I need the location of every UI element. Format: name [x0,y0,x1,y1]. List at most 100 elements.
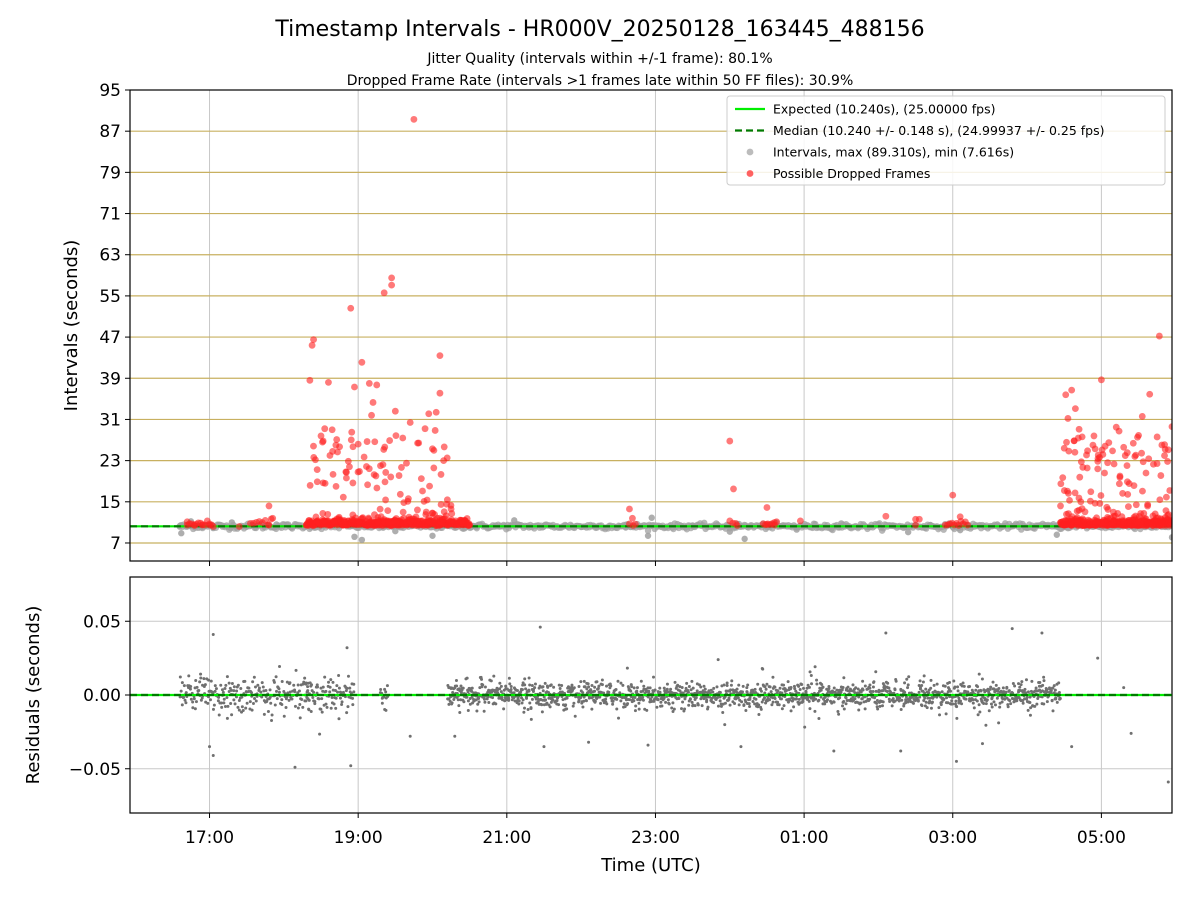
residual-point [286,691,290,695]
residual-point [466,699,470,703]
residual-point [468,702,472,706]
residual-point [920,704,924,708]
residual-point [821,685,825,689]
residual-point [582,679,586,683]
residual-point [593,689,597,693]
residual-point [1007,689,1011,693]
residual-point [786,680,790,684]
residual-point [903,690,907,694]
interval-point [648,514,655,521]
dropped-point [440,508,448,516]
dropped-point [398,464,405,471]
residual-point [1042,690,1046,694]
residual-point [932,683,936,687]
residual-point [542,695,546,699]
x-tick-label: 23:00 [631,828,680,848]
residual-point [650,695,654,699]
residual-point [742,703,746,707]
residual-point [906,683,910,687]
residual-point [898,696,902,700]
residual-point [447,697,451,701]
residual-point [832,700,836,704]
dropped-point [915,515,923,523]
dropped-point [1086,497,1094,505]
residual-point [839,690,843,694]
dropped-point [368,411,375,419]
dropped-point [426,482,433,490]
residual-point [986,687,990,691]
residual-point [683,707,687,711]
residual-point [531,689,535,693]
residual-point [504,684,508,688]
residual-point [1096,656,1100,660]
dropped-point [343,474,350,482]
residual-point [972,706,976,710]
dropped-point [384,507,392,515]
residual-point [602,691,606,695]
dropped-point [382,469,390,476]
residual-point [648,686,652,690]
residual-point [524,687,528,691]
residual-point [236,705,240,709]
residual-point [887,686,891,690]
residual-point [383,687,387,691]
residual-point [207,678,211,682]
residual-point [223,686,227,690]
residual-point [955,705,959,709]
residual-point [659,700,663,704]
residual-point [784,688,788,692]
residual-point [304,699,308,703]
dropped-point [1066,496,1073,504]
dropped-point [360,453,368,461]
residual-point [1042,675,1046,679]
residual-point [929,706,933,710]
residual-point [729,683,733,687]
residual-point [293,704,297,708]
residual-point [999,689,1003,693]
residual-point [528,701,532,705]
dropped-point [447,505,455,513]
residual-point [681,700,685,704]
residual-point [863,707,867,711]
residual-point [878,704,882,708]
residual-point [225,695,229,699]
interval-point [511,517,518,524]
residual-point [837,712,841,716]
residual-point [227,690,231,694]
residual-point [219,701,223,705]
legend-median: Median (10.240 +/- 0.148 s), (24.99937 +… [735,123,1104,138]
residual-point [622,702,626,706]
residual-point [635,689,639,693]
residual-point [807,699,811,703]
dropped-point [349,443,357,451]
residual-point [260,695,264,699]
residual-point [1055,700,1059,704]
residual-point [589,688,593,692]
residual-point [728,688,732,692]
residual-point [332,702,336,706]
residual-point [529,706,533,710]
residual-point [761,667,765,671]
residual-point [549,683,553,687]
dropped-point [1149,512,1157,520]
residual-point [650,699,654,703]
residual-point [739,745,743,749]
residual-point [745,690,749,694]
residual-point [487,700,491,704]
dropped-point [1146,390,1154,398]
dropped-point [377,462,384,470]
residual-point [456,698,460,702]
dropped-points [183,115,1172,530]
residual-point [725,681,729,685]
dropped-point [440,443,448,451]
residual-point [1034,686,1038,690]
residual-point [1048,686,1052,690]
residual-point [251,701,255,705]
residual-point [509,685,513,689]
dropped-point [1132,501,1140,509]
dropped-point [399,508,407,516]
dropped-point [374,518,382,526]
residual-point [964,697,968,701]
dropped-point [437,501,445,508]
residual-point [470,686,474,690]
